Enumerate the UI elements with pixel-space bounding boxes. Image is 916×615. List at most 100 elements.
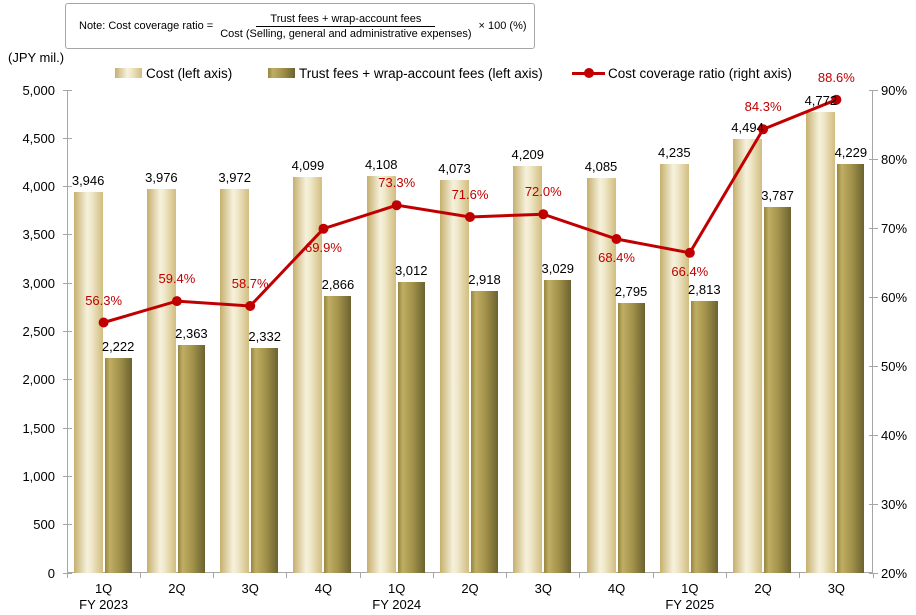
ratio-value-label: 84.3% xyxy=(744,99,782,115)
x-axis-label: 2Q xyxy=(461,581,479,596)
right-axis-tick-label: 30% xyxy=(881,496,908,512)
category-boundary-tick xyxy=(286,573,288,578)
trust-value-label: 2,918 xyxy=(468,272,501,288)
legend-item-trust: Trust fees + wrap-account fees (left axi… xyxy=(268,64,543,82)
x-axis-label: 2Q xyxy=(168,581,186,596)
x-axis-label: 1Q xyxy=(94,581,113,596)
left-axis-tick xyxy=(63,524,72,526)
left-axis-tick-label: 5,000 xyxy=(22,82,55,98)
ratio-value-label: 69.9% xyxy=(305,239,342,255)
x-axis-label: 4Q xyxy=(607,581,626,596)
ratio-value-label: 59.4% xyxy=(158,271,196,287)
note-box: Note: Cost coverage ratio = Trust fees +… xyxy=(65,3,535,49)
trust-value-label: 2,363 xyxy=(175,325,208,341)
ratio-value-label: 72.0% xyxy=(524,184,562,200)
left-axis-tick xyxy=(63,234,72,236)
legend-trust-label: Trust fees + wrap-account fees (left axi… xyxy=(299,65,543,81)
bar-cost xyxy=(586,178,616,573)
bar-cost xyxy=(806,112,836,573)
left-axis-tick-label: 1,000 xyxy=(22,468,55,484)
bar-cost xyxy=(220,189,250,573)
bar-trust xyxy=(690,301,718,573)
cost-value-label: 3,976 xyxy=(145,169,178,185)
category-boundary-tick xyxy=(432,573,434,578)
fiscal-year-label: FY 2024 xyxy=(372,597,422,612)
bar-trust xyxy=(471,291,498,573)
right-axis-tick-label: 70% xyxy=(881,220,908,236)
left-axis-tick xyxy=(63,282,72,284)
left-axis-tick xyxy=(63,427,72,429)
category-boundary-tick xyxy=(213,573,215,578)
note-denominator: Cost (Selling, general and administrativ… xyxy=(220,27,472,40)
trust-value-label: 2,222 xyxy=(101,339,135,355)
bar-trust xyxy=(837,164,865,573)
trust-value-label: 3,029 xyxy=(541,261,575,277)
fiscal-year-label: FY 2023 xyxy=(79,597,129,612)
cost-value-label: 4,209 xyxy=(511,147,545,163)
category-boundary-tick xyxy=(579,573,581,578)
right-axis-tick xyxy=(869,503,878,505)
cost-value-label: 4,235 xyxy=(658,144,691,160)
left-axis-tick-label: 500 xyxy=(33,517,55,533)
category-boundary-tick xyxy=(799,573,801,578)
x-axis-label: 3Q xyxy=(827,581,846,596)
bar-trust xyxy=(104,358,132,573)
left-axis-tick xyxy=(63,475,72,477)
right-axis-tick xyxy=(869,365,878,367)
left-axis-tick-label: 4,500 xyxy=(22,130,55,146)
bar-trust xyxy=(617,303,645,573)
ratio-value-label: 88.6% xyxy=(817,69,855,85)
legend-ratio-label: Cost coverage ratio (right axis) xyxy=(608,65,792,81)
trust-value-label: 2,813 xyxy=(688,282,721,298)
ratio-value-label: 66.4% xyxy=(671,263,709,279)
bar-trust xyxy=(324,296,352,573)
x-axis-label: 2Q xyxy=(754,581,772,596)
left-axis-tick-label: 2,000 xyxy=(22,372,55,388)
right-axis-tick xyxy=(869,227,878,229)
note-numerator: Trust fees + wrap-account fees xyxy=(256,13,436,27)
category-boundary-tick xyxy=(652,573,654,578)
left-axis-tick xyxy=(63,137,72,139)
right-axis-tick xyxy=(869,296,878,298)
left-axis-tick xyxy=(63,379,72,381)
left-axis-tick-label: 1,500 xyxy=(22,420,55,436)
left-axis-tick-label: 3,000 xyxy=(22,275,55,291)
x-axis-label: 3Q xyxy=(241,581,259,596)
bar-trust xyxy=(764,207,792,573)
right-axis-tick xyxy=(869,434,878,436)
x-axis-label: 1Q xyxy=(388,581,406,596)
cost-value-label: 4,073 xyxy=(438,160,471,176)
ratio-value-label: 58.7% xyxy=(231,275,269,291)
right-axis-tick-label: 80% xyxy=(881,151,908,167)
legend-cost-label: Cost (left axis) xyxy=(146,65,233,81)
right-axis-tick xyxy=(869,158,878,160)
right-axis-tick-label: 20% xyxy=(881,565,908,581)
legend-item-cost: Cost (left axis) xyxy=(115,64,232,82)
left-axis-tick xyxy=(63,89,72,91)
cost-swatch-icon xyxy=(115,68,142,78)
ratio-value-label: 73.3% xyxy=(378,175,416,191)
ratio-value-label: 56.3% xyxy=(85,292,123,308)
cost-value-label: 4,108 xyxy=(364,157,398,173)
right-axis-tick-label: 90% xyxy=(881,82,908,98)
category-boundary-tick xyxy=(139,573,141,578)
category-boundary-tick xyxy=(872,573,874,578)
cost-value-label: 4,494 xyxy=(731,119,764,135)
note-suffix: × 100 (%) xyxy=(478,20,527,32)
trust-value-label: 2,795 xyxy=(614,284,648,299)
right-axis-tick-label: 50% xyxy=(881,358,908,374)
category-boundary-tick xyxy=(66,573,68,578)
fiscal-year-label: FY 2025 xyxy=(665,597,715,612)
category-boundary-tick xyxy=(359,573,361,578)
left-axis-tick-label: 3,500 xyxy=(22,227,55,243)
trust-value-label: 4,229 xyxy=(834,145,868,161)
ratio-value-label: 71.6% xyxy=(451,186,489,202)
bar-cost xyxy=(733,138,763,573)
x-axis-label: 3Q xyxy=(534,581,552,596)
trust-value-label: 2,332 xyxy=(248,328,281,344)
bar-trust xyxy=(544,280,572,573)
note-fraction: Trust fees + wrap-account fees Cost (Sel… xyxy=(220,13,471,40)
ratio-value-label: 68.4% xyxy=(598,250,635,266)
trust-value-label: 3,787 xyxy=(761,188,794,204)
